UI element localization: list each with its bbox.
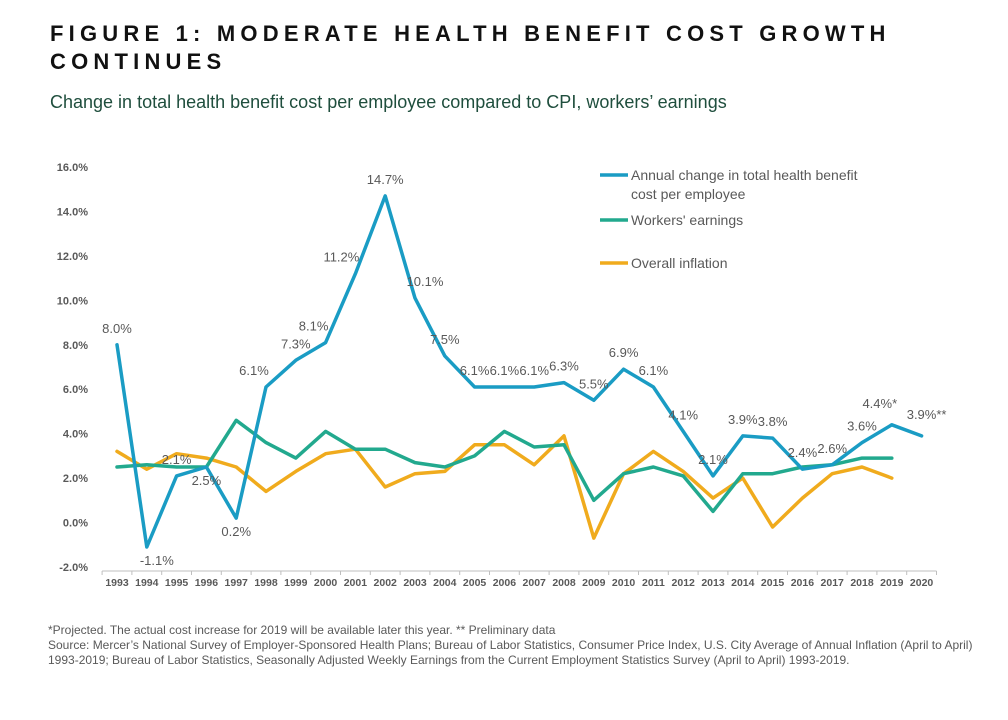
data-label: 8.0%	[102, 321, 132, 336]
data-label: 5.5%	[579, 376, 609, 391]
data-label: 6.9%	[609, 345, 639, 360]
data-label: 3.8%	[758, 414, 788, 429]
data-label: 6.1%	[460, 363, 490, 378]
x-tick-label: 2003	[403, 577, 427, 589]
x-tick-label: 2019	[880, 577, 904, 589]
y-tick-label: 6.0%	[63, 384, 88, 396]
data-label: 6.1%	[490, 363, 520, 378]
y-tick-label: 0.0%	[63, 518, 88, 530]
x-tick-label: 1994	[135, 577, 159, 589]
data-label: 2.5%	[192, 473, 222, 488]
y-tick-label: 4.0%	[63, 429, 88, 441]
health-cost-line	[115, 194, 924, 549]
x-tick-label: 2011	[642, 577, 665, 589]
chart-subtitle: Change in total health benefit cost per …	[50, 92, 727, 112]
data-label: 3.9%	[728, 412, 758, 427]
data-label: 0.2%	[221, 524, 251, 539]
y-tick-label: 16.0%	[57, 162, 88, 174]
x-tick-label: 2012	[672, 577, 696, 589]
line-chart: -2.0% 0.0% 2.0% 4.0% 6.0% 8.0% 10.0% 12.0% 14.0%…	[57, 162, 947, 589]
legend-inflation-label: Overall inflation	[631, 255, 728, 271]
inflation-line	[115, 434, 894, 540]
data-label: 8.1%	[299, 319, 329, 334]
x-tick-label: 1998	[254, 577, 278, 589]
x-tick-label: 2018	[850, 577, 874, 589]
data-label: 11.2%	[323, 250, 359, 265]
footnote-projection: *Projected. The actual cost increase for…	[48, 623, 556, 637]
x-tick-label: 1996	[195, 577, 219, 589]
x-tick-label: 2016	[791, 577, 815, 589]
x-tick-label: 2013	[701, 577, 725, 589]
y-tick-label: 12.0%	[57, 251, 88, 263]
y-tick-label: 2.0%	[63, 473, 88, 485]
x-tick-label: 1997	[225, 577, 249, 589]
data-label: 10.1%	[407, 274, 444, 289]
data-label: 2.1%	[162, 452, 192, 467]
x-tick-label: 2008	[552, 577, 576, 589]
legend-earnings-label: Workers' earnings	[631, 212, 743, 228]
legend-health-label: Annual change in total health benefit cos…	[631, 167, 858, 202]
x-tick-label: 1993	[105, 577, 129, 589]
x-tick-label: 1995	[165, 577, 189, 589]
x-tick-label: 2000	[314, 577, 338, 589]
y-tick-label: -2.0%	[59, 562, 88, 574]
x-tick-label: 2017	[821, 577, 845, 589]
earnings-line	[115, 418, 894, 514]
data-label: 2.1%	[698, 452, 728, 467]
data-label: 4.4%*	[862, 396, 897, 411]
x-tick-label: 2005	[463, 577, 487, 589]
data-label: 6.1%	[519, 363, 549, 378]
x-tick-label: 2009	[582, 577, 606, 589]
data-label: 6.3%	[549, 359, 579, 374]
data-label: 3.6%	[847, 419, 877, 434]
chart-title: FIGURE 1: MODERATE HEALTH BENEFIT COST G…	[50, 21, 891, 74]
data-label: 6.1%	[639, 363, 669, 378]
y-tick-label: 10.0%	[57, 295, 88, 307]
y-tick-label: 14.0%	[57, 206, 88, 218]
data-label: 3.9%**	[907, 407, 947, 422]
x-tick-label: 1999	[284, 577, 308, 589]
x-tick-label: 2015	[761, 577, 785, 589]
data-label: 4.1%	[668, 407, 698, 422]
data-label: 6.1%	[239, 363, 269, 378]
data-label: -1.1%	[140, 553, 174, 568]
data-label: 14.7%	[367, 172, 404, 187]
data-label: 7.3%	[281, 336, 311, 351]
x-tick-label: 2007	[523, 577, 547, 589]
x-tick-label: 2010	[612, 577, 636, 589]
footnote-source: Source: Mercer’s National Survey of Empl…	[48, 638, 973, 667]
x-tick-label: 2001	[344, 577, 368, 589]
x-tick-label: 2014	[731, 577, 755, 589]
x-tick-label: 2020	[910, 577, 934, 589]
x-tick-label: 2006	[493, 577, 517, 589]
footnotes: *Projected. The actual cost increase for…	[48, 623, 983, 668]
data-label: 7.5%	[430, 332, 460, 347]
y-tick-label: 8.0%	[63, 340, 88, 352]
data-label: 2.4%	[788, 445, 818, 460]
x-tick-label: 2002	[374, 577, 398, 589]
x-tick-label: 2004	[433, 577, 457, 589]
data-label: 2.6%	[817, 441, 847, 456]
